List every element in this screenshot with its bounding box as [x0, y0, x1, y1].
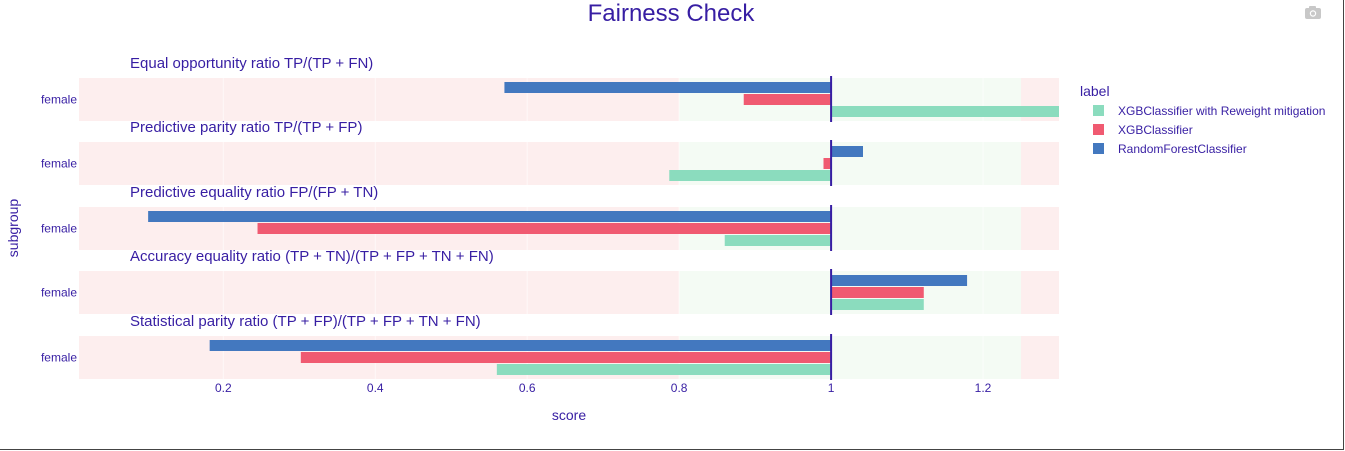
- legend-swatch: [1093, 124, 1104, 135]
- x-tick-label: 0.6: [519, 381, 536, 395]
- bar-randomforestclassifier: [148, 211, 832, 222]
- bar-xgbclassifier: [743, 94, 832, 105]
- band-unfair-high: [1021, 207, 1059, 250]
- band-unfair-high: [1021, 142, 1059, 185]
- legend-swatch: [1093, 105, 1104, 116]
- x-tick-label: 1: [828, 381, 835, 395]
- legend-swatch: [1093, 143, 1104, 154]
- y-axis-label: subgroup: [5, 199, 21, 258]
- bar-xgbclassifier: [831, 287, 924, 298]
- bar-randomforestclassifier: [504, 82, 832, 93]
- bar-randomforestclassifier: [831, 275, 968, 286]
- x-axis: 0.2 0.4 0.6 0.8 1 1.2: [215, 381, 992, 395]
- panel-title: Equal opportunity ratio TP/(TP + FN): [130, 55, 373, 72]
- panel-title: Predictive equality ratio FP/(FP + TN): [130, 184, 378, 201]
- x-tick-label: 0.8: [671, 381, 688, 395]
- x-axis-label: score: [552, 407, 586, 423]
- subgroup-label: female: [41, 286, 77, 300]
- legend-title: label: [1080, 83, 1110, 99]
- x-tick-label: 1.2: [975, 381, 992, 395]
- bar-xgbclassifier-with-reweight-mitigation: [669, 170, 832, 181]
- bar-randomforestclassifier: [831, 146, 863, 157]
- subgroup-label: female: [41, 222, 77, 236]
- bar-xgbclassifier: [823, 158, 832, 169]
- legend-label: XGBClassifier with Reweight mitigation: [1118, 104, 1325, 118]
- panel-5: Statistical parity ratio (TP + FP)/(TP +…: [41, 313, 1059, 380]
- bar-randomforestclassifier: [209, 340, 832, 351]
- band-unfair-low: [79, 142, 680, 185]
- subgroup-label: female: [41, 93, 77, 107]
- chart-panels: Equal opportunity ratio TP/(TP + FN) fema…: [41, 55, 1059, 380]
- camera-icon[interactable]: [1303, 3, 1325, 21]
- band-unfair-high: [1021, 271, 1059, 314]
- bar-xgbclassifier-with-reweight-mitigation: [831, 299, 924, 310]
- panel-3: Predictive equality ratio FP/(FP + TN) fe…: [41, 184, 1059, 251]
- panel-1: Equal opportunity ratio TP/(TP + FN) fema…: [41, 55, 1059, 122]
- subgroup-label: female: [41, 157, 77, 171]
- subgroup-label: female: [41, 351, 77, 365]
- band-unfair-low: [79, 271, 680, 314]
- x-tick-label: 0.2: [215, 381, 232, 395]
- panel-2: Predictive parity ratio TP/(TP + FP) fema…: [41, 119, 1059, 186]
- chart-title: Fairness Check: [588, 0, 756, 27]
- x-tick-label: 0.4: [367, 381, 384, 395]
- legend: label XGBClassifier with Reweight mitiga…: [1080, 83, 1325, 156]
- panel-title: Predictive parity ratio TP/(TP + FP): [130, 119, 362, 136]
- panel-title: Accuracy equality ratio (TP + TN)/(TP + …: [130, 248, 494, 265]
- bar-xgbclassifier-with-reweight-mitigation: [496, 364, 832, 375]
- panel-4: Accuracy equality ratio (TP + TN)/(TP + …: [41, 248, 1059, 315]
- panel-title: Statistical parity ratio (TP + FP)/(TP +…: [130, 313, 481, 330]
- bar-xgbclassifier: [300, 352, 832, 363]
- legend-label: RandomForestClassifier: [1118, 142, 1247, 156]
- bar-xgbclassifier: [257, 223, 832, 234]
- bar-xgbclassifier-with-reweight-mitigation: [724, 235, 832, 246]
- bar-xgbclassifier-with-reweight-mitigation: [831, 106, 1059, 117]
- legend-label: XGBClassifier: [1118, 123, 1193, 137]
- band-unfair-high: [1021, 336, 1059, 379]
